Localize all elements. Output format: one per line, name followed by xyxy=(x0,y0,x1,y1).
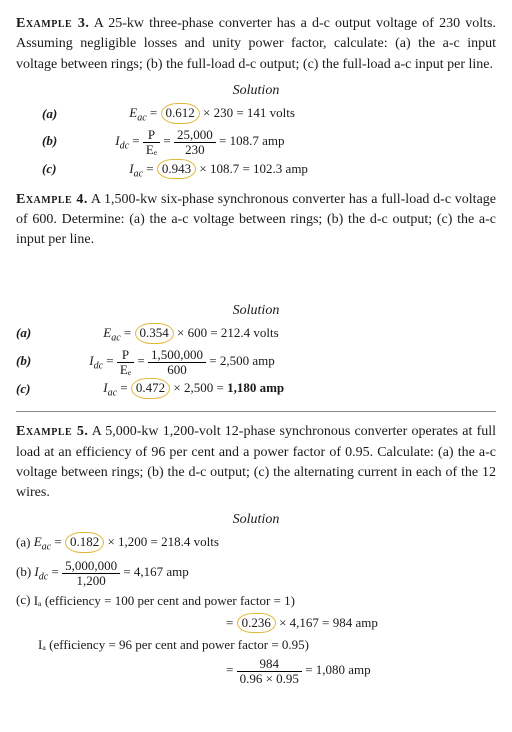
ex5-solution-label: Solution xyxy=(16,510,496,530)
ex4-c-label: (c) xyxy=(16,380,50,399)
ex3-solution-label: Solution xyxy=(16,81,496,101)
ex3-b-label: (b) xyxy=(42,132,76,151)
ex5-problem: Example 5. A 5,000-kw 1,200-volt 12-phas… xyxy=(16,422,496,503)
ex3-problem: Example 3. A 25-kw three-phase converter… xyxy=(16,14,496,75)
ex3-solution: (a) Eac = 0.612 × 230 = 141 volts (b) Id… xyxy=(16,103,496,181)
separator xyxy=(16,411,496,412)
ex5-c1: (c) Iₐ (efficiency = 100 per cent and po… xyxy=(16,591,496,610)
ex3-a-label: (a) xyxy=(42,105,76,124)
ex3-c-highlight: 0.943 xyxy=(157,159,196,180)
ex4-solution: (a) Eac = 0.354 × 600 = 212.4 volts (b) … xyxy=(16,323,496,401)
ex5-a-label: (a) xyxy=(16,534,30,549)
example-3: Example 3. A 25-kw three-phase converter… xyxy=(16,14,496,182)
ex4-b: (b) Idc = PEₑ = 1,500,000600 = 2,500 amp xyxy=(16,348,496,376)
ex3-b: (b) Idc = PEₑ = 25,000230 = 108.7 amp xyxy=(42,128,496,156)
ex4-c-highlight: 0.472 xyxy=(131,378,170,399)
ex3-a: (a) Eac = 0.612 × 230 = 141 volts xyxy=(42,103,496,126)
ex5-c-label: (c) xyxy=(16,592,30,607)
ex4-problem: Example 4. A 1,500-kw six-phase synchron… xyxy=(16,190,496,251)
ex5-b: (b) Idc = 5,000,0001,200 = 4,167 amp xyxy=(16,559,496,587)
ex5-heading: Example 5. xyxy=(16,424,88,439)
example-5: Example 5. A 5,000-kw 1,200-volt 12-phas… xyxy=(16,422,496,685)
ex3-c-label: (c) xyxy=(42,160,76,179)
ex5-solution: (a) Eac = 0.182 × 1,200 = 218.4 volts (b… xyxy=(16,532,496,685)
ex4-text: A 1,500-kw six-phase synchronous convert… xyxy=(16,192,496,248)
ex5-c2b: = 9840.96 × 0.95 = 1,080 amp xyxy=(16,657,496,685)
ex5-b-label: (b) xyxy=(16,564,31,579)
ex4-c: (c) Iac = 0.472 × 2,500 = 1,180 amp xyxy=(16,378,496,401)
ex5-c-highlight: 0.236 xyxy=(237,613,276,634)
ex4-a-label: (a) xyxy=(16,324,50,343)
ex5-c2: Iₐ (efficiency = 96 per cent and power f… xyxy=(16,635,496,654)
ex3-a-highlight: 0.612 xyxy=(161,103,200,124)
ex5-a-highlight: 0.182 xyxy=(65,532,104,553)
ex5-c1b: = 0.236 × 4,167 = 984 amp xyxy=(16,613,496,634)
ex4-solution-label: Solution xyxy=(16,301,496,321)
ex5-a: (a) Eac = 0.182 × 1,200 = 218.4 volts xyxy=(16,532,496,555)
ex4-b-label: (b) xyxy=(16,352,50,371)
ex5-text: A 5,000-kw 1,200-volt 12-phase synchrono… xyxy=(16,424,496,500)
ex4-a-highlight: 0.354 xyxy=(135,323,174,344)
ex3-c: (c) Iac = 0.943 × 108.7 = 102.3 amp xyxy=(42,159,496,182)
example-4: Example 4. A 1,500-kw six-phase synchron… xyxy=(16,190,496,402)
ex3-heading: Example 3. xyxy=(16,16,89,31)
ex4-heading: Example 4. xyxy=(16,192,88,207)
ex4-a: (a) Eac = 0.354 × 600 = 212.4 volts xyxy=(16,323,496,346)
